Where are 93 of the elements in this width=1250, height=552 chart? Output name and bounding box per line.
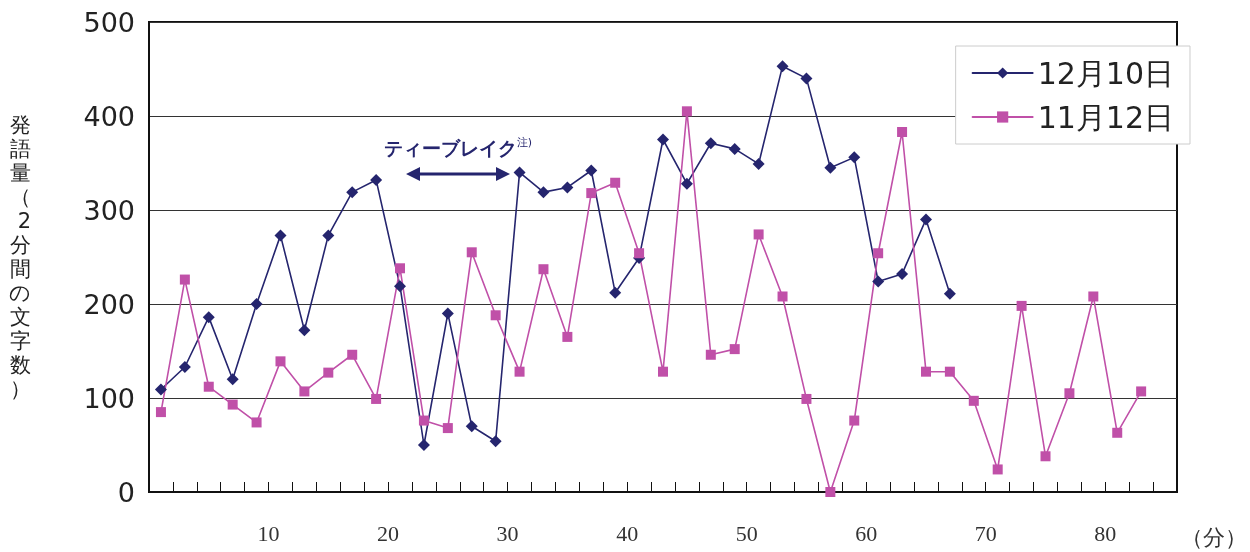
point — [371, 393, 382, 404]
x-tick-label: 40 — [616, 520, 639, 546]
point — [848, 151, 861, 164]
point — [251, 417, 262, 428]
y-tick-label: 400 — [83, 100, 135, 132]
point — [395, 263, 406, 274]
point — [752, 157, 765, 170]
point — [490, 310, 501, 321]
point — [178, 360, 191, 373]
point — [1040, 451, 1051, 462]
point — [1016, 300, 1027, 311]
y-tick-label: 300 — [83, 194, 135, 226]
x-tick-label: 70 — [974, 520, 997, 546]
x-tick-label: 60 — [855, 520, 878, 546]
point — [897, 126, 908, 137]
point — [680, 177, 693, 190]
point — [968, 395, 979, 406]
point — [226, 373, 239, 386]
point — [323, 367, 334, 378]
point — [825, 487, 836, 497]
point — [274, 229, 287, 242]
point — [609, 286, 622, 299]
point — [561, 181, 574, 194]
point — [394, 280, 407, 293]
point — [322, 229, 335, 242]
point — [872, 275, 885, 288]
point — [943, 287, 956, 300]
point — [298, 324, 311, 337]
point — [417, 439, 430, 451]
point — [513, 166, 526, 179]
point — [610, 177, 621, 188]
point — [729, 344, 740, 355]
point — [944, 366, 955, 377]
point — [1136, 386, 1147, 397]
x-axis-title: （分） — [1181, 524, 1247, 550]
x-tick-label: 80 — [1094, 520, 1117, 546]
y-tick-label: 200 — [83, 288, 135, 320]
x-tick-label: 50 — [735, 520, 758, 546]
point — [155, 407, 166, 418]
point — [728, 142, 741, 155]
point — [418, 415, 429, 426]
point — [466, 247, 477, 258]
legend-label: 12月10日 — [1037, 55, 1175, 91]
point — [777, 291, 788, 302]
point — [441, 307, 454, 320]
point — [299, 386, 310, 397]
point — [179, 274, 190, 285]
point — [514, 366, 525, 377]
point — [824, 161, 837, 174]
point — [346, 186, 359, 199]
point — [489, 435, 502, 448]
point — [203, 381, 214, 392]
point — [562, 331, 573, 342]
point — [538, 264, 549, 275]
point — [586, 188, 597, 199]
point — [634, 248, 645, 259]
point — [658, 366, 668, 377]
point — [681, 106, 692, 117]
point — [753, 229, 764, 240]
point — [370, 173, 383, 186]
point — [537, 186, 550, 199]
point — [776, 60, 789, 73]
y-tick-label: 0 — [117, 476, 135, 508]
point — [992, 464, 1003, 475]
point — [154, 383, 167, 396]
point — [849, 415, 860, 426]
x-tick-label: 30 — [496, 520, 519, 546]
point — [1088, 291, 1099, 302]
point — [347, 349, 358, 360]
y-tick-label: 500 — [83, 6, 135, 38]
point — [585, 164, 598, 177]
point — [465, 420, 478, 433]
point — [202, 311, 215, 324]
point — [1064, 388, 1075, 399]
point — [705, 349, 716, 360]
point — [275, 356, 286, 367]
point — [920, 366, 931, 377]
point — [704, 137, 717, 150]
x-tick-label: 20 — [377, 520, 400, 546]
x-tick-label: 10 — [257, 520, 280, 546]
point — [227, 399, 238, 410]
y-tick-label: 100 — [83, 382, 135, 414]
point — [873, 248, 884, 259]
legend-label: 11月12日 — [1037, 99, 1175, 135]
point — [1112, 427, 1123, 438]
point — [657, 133, 669, 146]
point — [442, 423, 453, 434]
point — [919, 213, 932, 226]
point — [250, 298, 263, 310]
point — [896, 267, 909, 280]
text: 発語量（2分間の文字数） — [9, 113, 31, 401]
point — [800, 72, 813, 85]
point — [801, 393, 812, 404]
